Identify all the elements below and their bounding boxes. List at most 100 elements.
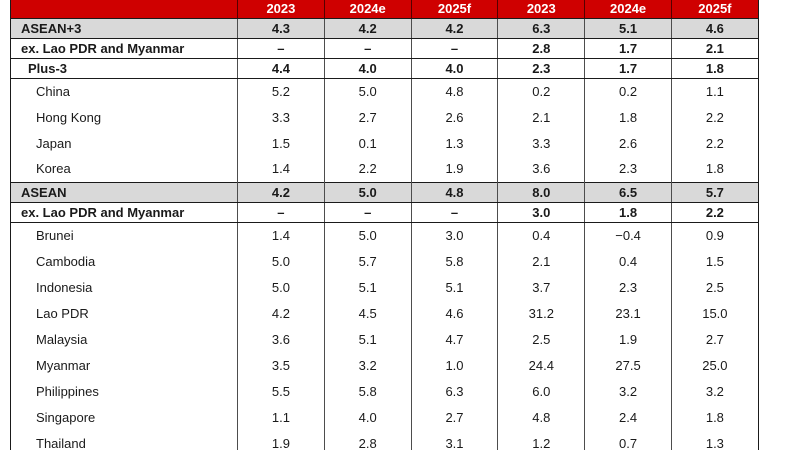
value-cell: 4.2 (237, 181, 325, 203)
economies-header-cell: Economies (10, 0, 238, 19)
table-row: Thailand 1.9 2.8 3.1 1.2 0.7 1.3 (10, 430, 759, 450)
table-row: Malaysia 3.6 5.1 4.7 2.5 1.9 2.7 (10, 326, 759, 352)
value-cell: 2.8 (323, 430, 412, 450)
table-row: Indonesia 5.0 5.1 5.1 3.7 2.3 2.5 (10, 274, 759, 300)
value-cell: 0.7 (584, 430, 672, 450)
value-cell: – (410, 37, 498, 59)
value-cell: 4.8 (410, 78, 498, 104)
value-cell: – (323, 37, 412, 59)
economy-label: Indonesia (36, 279, 93, 295)
table-header: Economies 2023 2024e 2025f 2023 2024e 20… (10, 0, 759, 19)
value-cell: 1.4 (237, 222, 325, 248)
table-row: Singapore 1.1 4.0 2.7 4.8 2.4 1.8 (10, 404, 759, 430)
value-cell: 1.9 (237, 430, 325, 450)
value-cell: 1.9 (584, 326, 672, 352)
value-cell: 2.7 (670, 326, 759, 352)
value-cell: 0.4 (497, 222, 585, 248)
column-header: 2025f (670, 0, 759, 19)
value-cell: 5.0 (237, 248, 325, 274)
economy-label: China (36, 83, 70, 99)
value-cell: 0.9 (670, 222, 759, 248)
table-row: Korea 1.4 2.2 1.9 3.6 2.3 1.8 (10, 156, 759, 182)
economy-label: Myanmar (36, 357, 91, 373)
table-row: ex. Lao PDR and Myanmar – – –3.0 1.8 2.2 (10, 201, 759, 223)
value-cell: 6.0 (497, 378, 585, 404)
value-cell: 2.8 (497, 37, 585, 59)
economy-label: Cambodia (36, 253, 96, 269)
value-cell: 5.1 (323, 326, 412, 352)
table-row: ex. Lao PDR and Myanmar – – –2.8 1.7 2.1 (10, 37, 759, 59)
value-cell: 3.3 (237, 104, 325, 130)
value-cell: 2.1 (497, 104, 585, 130)
column-header: 2023 (497, 0, 585, 19)
value-cell: 4.0 (410, 57, 498, 79)
value-cell: 5.8 (323, 378, 412, 404)
value-cell: 1.0 (410, 352, 498, 378)
economy-label: Malaysia (36, 331, 88, 347)
value-cell: 4.3 (237, 17, 325, 39)
value-cell: 0.1 (323, 130, 412, 156)
value-cell: – (237, 37, 325, 59)
economy-label: Japan (36, 135, 72, 151)
value-cell: 2.3 (497, 57, 585, 79)
value-cell: 6.5 (584, 181, 672, 203)
value-cell: 6.3 (497, 17, 585, 39)
value-cell: 2.2 (323, 156, 412, 182)
table-row: Myanmar 3.5 3.2 1.0 24.4 27.5 25.0 (10, 352, 759, 378)
value-cell: 2.2 (670, 201, 759, 223)
value-cell: 4.8 (497, 404, 585, 430)
value-cell: 5.0 (323, 78, 412, 104)
value-cell: 4.7 (410, 326, 498, 352)
value-cell: 27.5 (584, 352, 672, 378)
economy-label: Philippines (36, 383, 99, 399)
value-cell: 2.2 (670, 130, 759, 156)
table-row: Brunei 1.4 5.0 3.0 0.4 −0.4 0.9 (10, 222, 759, 248)
value-cell: 0.2 (497, 78, 585, 104)
value-cell: 2.1 (497, 248, 585, 274)
value-cell: 4.5 (323, 300, 412, 326)
column-header: 2025f (410, 0, 498, 19)
value-cell: 5.1 (584, 17, 672, 39)
economies-header-label: Economies (11, 0, 237, 4)
value-cell: 1.8 (670, 404, 759, 430)
table-row: Philippines 5.5 5.8 6.3 6.0 3.2 3.2 (10, 378, 759, 404)
value-cell: 5.0 (237, 274, 325, 300)
value-cell: 4.8 (410, 181, 498, 203)
table-row: Cambodia 5.0 5.7 5.8 2.1 0.4 1.5 (10, 248, 759, 274)
value-cell: 1.8 (584, 201, 672, 223)
value-cell: 2.3 (584, 274, 672, 300)
value-cell: 4.4 (237, 57, 325, 79)
economy-label: ASEAN+3 (10, 17, 238, 39)
value-cell: 5.1 (323, 274, 412, 300)
value-cell: – (237, 201, 325, 223)
economy-label: ASEAN (10, 181, 238, 203)
table-body: ASEAN+3 4.3 4.2 4.2 6.3 5.1 4.6 ex. Lao PDR and… (10, 17, 759, 450)
value-cell: 31.2 (497, 300, 585, 326)
value-cell: 5.7 (323, 248, 412, 274)
value-cell: 1.2 (497, 430, 585, 450)
value-cell: 4.2 (323, 17, 412, 39)
table-row: Japan 1.5 0.1 1.3 3.3 2.6 2.2 (10, 130, 759, 156)
value-cell: 5.5 (237, 378, 325, 404)
column-header: 2023 (237, 0, 325, 19)
value-cell: 3.2 (670, 378, 759, 404)
economy-label: Hong Kong (36, 109, 102, 125)
economy-label: ex. Lao PDR and Myanmar (10, 201, 238, 223)
column-header: 2024e (584, 0, 672, 19)
value-cell: 1.7 (584, 57, 672, 79)
value-cell: 3.7 (497, 274, 585, 300)
value-cell: 24.4 (497, 352, 585, 378)
value-cell: 1.1 (670, 78, 759, 104)
value-cell: 2.7 (410, 404, 498, 430)
value-cell: 1.4 (237, 156, 325, 182)
value-cell: 23.1 (584, 300, 672, 326)
value-cell: 0.4 (584, 248, 672, 274)
economy-label: Lao PDR (36, 305, 89, 321)
value-cell: 1.1 (237, 404, 325, 430)
value-cell: 1.3 (410, 130, 498, 156)
value-cell: 3.6 (237, 326, 325, 352)
value-cell: 1.8 (584, 104, 672, 130)
value-cell: 3.0 (410, 222, 498, 248)
value-cell: 3.5 (237, 352, 325, 378)
